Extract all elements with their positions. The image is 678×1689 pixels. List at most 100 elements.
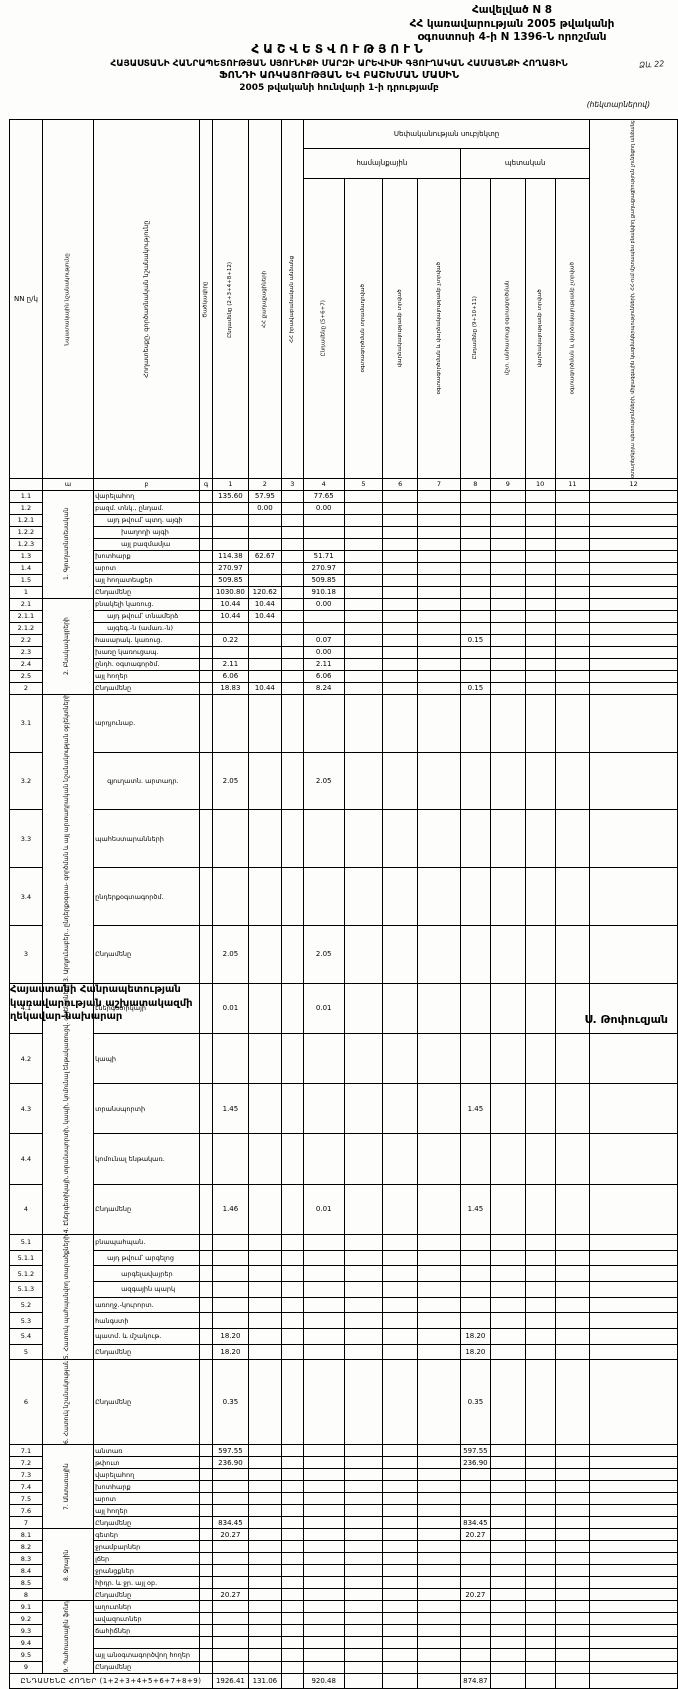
table-row: 2.3 խառը կառուցապ. 0.00 [9, 645, 678, 659]
row-number-cell: 8 [9, 1588, 43, 1602]
value-cell [459, 1648, 491, 1662]
value-cell [524, 1359, 556, 1446]
value-cell [554, 1032, 591, 1085]
section-total-label-cell: Ընդամենը [93, 1660, 200, 1674]
value-cell: 10.44 [211, 609, 249, 623]
value-cell: 135.60 [211, 489, 249, 503]
value-cell [382, 513, 419, 527]
value-cell [554, 1540, 591, 1554]
value-cell [382, 597, 419, 611]
value-cell [417, 621, 461, 635]
value-cell: 10.44 [247, 609, 282, 623]
value-cell [343, 1612, 384, 1626]
value-cell [280, 525, 304, 539]
code-cell [198, 1564, 213, 1578]
value-cell: 270.97 [211, 561, 249, 575]
land-type-cell: խոտհարք [93, 1480, 200, 1494]
value-cell [489, 1456, 526, 1470]
value-cell [247, 1540, 282, 1554]
table-row: 2.1.1 այդ թվում՝ տնամերձ 10.44 10.44 [9, 609, 678, 623]
value-cell [343, 573, 384, 587]
land-type-cell: գյուղատն. արտադր. [93, 751, 200, 811]
code-cell [198, 1083, 213, 1135]
value-cell [417, 1359, 461, 1446]
value-cell [417, 751, 461, 811]
code-cell [198, 751, 213, 811]
value-cell: 910.18 [302, 585, 345, 599]
code-cell [198, 657, 213, 671]
table-row: 2.1.2 այգեգ.-ն (ամառ.-ն) [9, 621, 678, 635]
value-cell [343, 537, 384, 551]
value-cell [343, 1660, 384, 1674]
col-header-purpose: Նպատակային նշանակությունը [42, 119, 94, 479]
value-cell [302, 1234, 345, 1251]
value-cell [489, 1183, 526, 1236]
value-cell [247, 1576, 282, 1590]
land-type-cell: ընդերքօգտագործմ. [93, 867, 200, 926]
value-cell [382, 1032, 419, 1085]
value-cell [417, 1296, 461, 1314]
code-cell [198, 1249, 213, 1267]
row-number-cell: 1.2.3 [9, 537, 43, 551]
value-cell [247, 1343, 282, 1361]
value-cell [302, 1032, 345, 1085]
value-cell [302, 1612, 345, 1626]
value-cell [589, 924, 678, 984]
value-cell [459, 501, 491, 515]
value-cell [489, 982, 526, 1034]
table-row: 4.1 4. Էներգետիկայի, տրանսպորտի, կապի, կո… [9, 982, 678, 1235]
land-type-cell: հիդր. և ջր. այլ օբ. [93, 1576, 200, 1590]
value-cell [382, 1564, 419, 1578]
value-cell [589, 867, 678, 926]
land-type-cell: արոտ [93, 561, 200, 575]
value-cell [554, 549, 591, 563]
value-cell: 6.06 [211, 669, 249, 683]
row-number-cell: 2.5 [9, 669, 43, 683]
value-cell [247, 1312, 282, 1329]
value-cell [554, 1648, 591, 1662]
value-cell: 834.45 [459, 1516, 491, 1530]
land-type-cell: վարելահող [93, 1468, 200, 1482]
table-row: 5.1 5. Հատուկ պահպանվող տարածքների բնապահպ… [9, 1234, 678, 1360]
land-type-cell: այլ բազմամյա [93, 537, 200, 551]
value-cell [524, 1600, 556, 1614]
value-cell [247, 1648, 282, 1662]
value-cell [459, 982, 491, 1034]
value-cell [459, 751, 491, 811]
land-type-cell: խառը կառուցապ. [93, 645, 200, 659]
value-cell: 120.62 [247, 585, 282, 599]
value-cell [280, 693, 304, 753]
value-cell [417, 573, 461, 587]
col-header-landtype: Հողատեսքը, գործառնական նշանակությունը [93, 119, 200, 479]
col-header-nn: NN ը/կ [9, 119, 43, 479]
code-cell [198, 1359, 213, 1446]
value-cell [589, 1183, 678, 1236]
value-cell [280, 501, 304, 515]
value-cell [280, 1234, 304, 1251]
value-cell [589, 1636, 678, 1650]
value-cell [302, 1660, 345, 1674]
appendix-line-1: Հավելված N 8 [471, 4, 553, 16]
code-cell [198, 1636, 213, 1650]
land-type-cell: ընդհ. օգտագործմ. [93, 657, 200, 671]
value-cell [459, 1468, 491, 1482]
value-cell [524, 489, 556, 503]
value-cell [589, 561, 678, 575]
value-cell [247, 1280, 282, 1298]
value-cell [343, 1183, 384, 1236]
row-number-cell: 5 [9, 1343, 43, 1361]
value-cell [343, 867, 384, 926]
value-cell [211, 1612, 249, 1626]
value-cell [280, 1468, 304, 1482]
row-number-cell: 5.1.3 [9, 1280, 43, 1298]
appendix-line-2: ՀՀ կառավարության 2005 թվականի [409, 17, 615, 30]
value-cell [417, 1516, 461, 1530]
value-cell [280, 924, 304, 984]
value-cell [589, 513, 678, 527]
row-number-cell: 3 [9, 924, 43, 984]
grand-total-label-cell: ԸՆԴԱՄԵՆԸ ՀՈՂԵՐ (1+2+3+4+5+6+7+8+9) [9, 1672, 213, 1689]
row-number-cell: 3.1 [9, 693, 43, 753]
subject-header: Սեփականության սուբյեկտը [302, 118, 591, 150]
value-cell [524, 1083, 556, 1135]
value-cell [302, 1624, 345, 1638]
